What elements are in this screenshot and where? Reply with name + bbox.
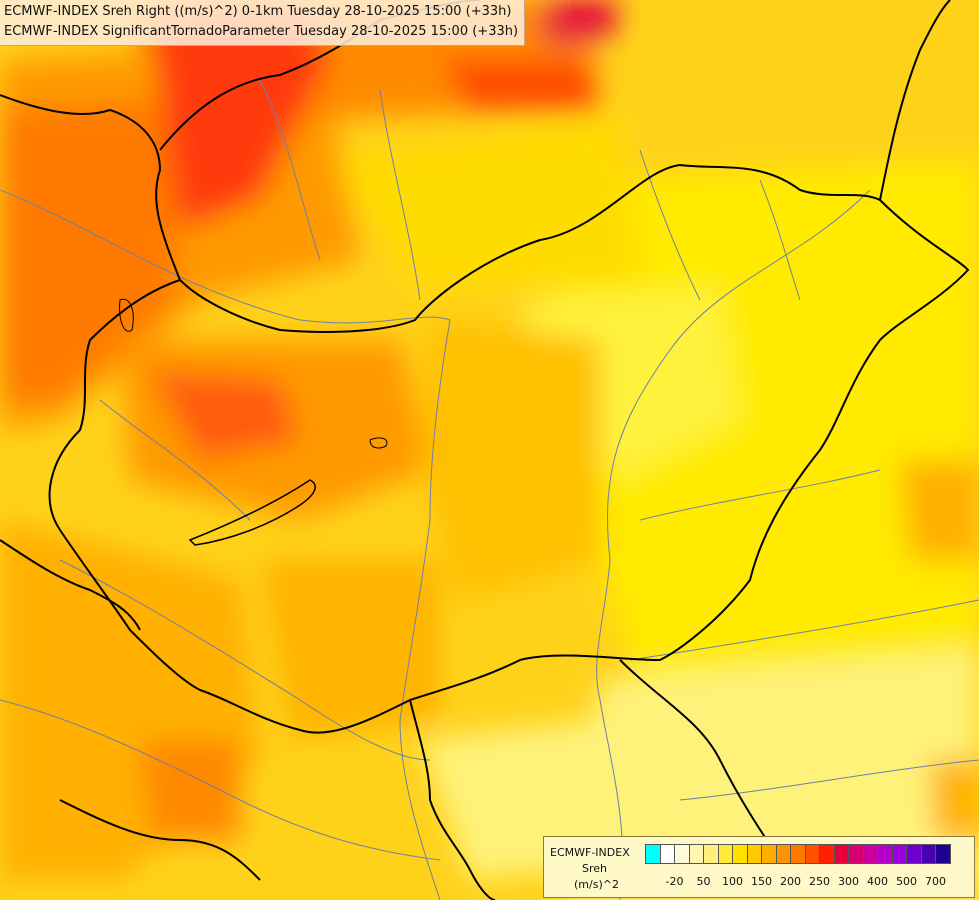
legend-tick-label: -20 — [665, 875, 684, 888]
legend-swatch — [790, 844, 806, 864]
title-sreh: ECMWF-INDEX Sreh Right ((m/s)^2) 0-1km T… — [4, 4, 512, 19]
legend-tick-label: 50 — [696, 875, 711, 888]
legend-swatch — [862, 844, 878, 864]
legend-tick-label: 200 — [780, 875, 801, 888]
legend-swatch — [920, 844, 936, 864]
river-bodrog — [759, 179, 801, 301]
river-danube-north — [0, 189, 451, 324]
river-raba — [99, 399, 251, 521]
border-slovenia-croatia — [0, 539, 141, 631]
legend-tick-label: 150 — [751, 875, 772, 888]
legend-swatch — [804, 844, 820, 864]
river-network — [0, 79, 979, 900]
legend-unit-label: (m/s)^2 — [574, 878, 619, 891]
legend-swatch — [732, 844, 748, 864]
field-slovakia-yellow — [330, 120, 640, 290]
legend-swatch — [717, 844, 733, 864]
river-sava — [0, 699, 441, 861]
legend-swatch — [703, 844, 719, 864]
legend-swatch — [775, 844, 791, 864]
legend-swatch — [877, 844, 893, 864]
river-maros — [629, 599, 979, 661]
legend-tick-label: 300 — [838, 875, 859, 888]
border-croatia-south — [59, 799, 261, 881]
legend-swatch — [746, 844, 762, 864]
legend-tick-label: 250 — [809, 875, 830, 888]
legend-swatch — [848, 844, 864, 864]
field-northwest-red — [150, 0, 330, 230]
river-vah — [259, 79, 321, 261]
border-romania-serbia-east — [619, 659, 781, 861]
lake-velence — [369, 437, 388, 449]
legend-swatch — [891, 844, 907, 864]
river-koros — [639, 469, 881, 521]
lake-balaton — [188, 479, 316, 546]
legend-swatch — [761, 844, 777, 864]
map-title-box: ECMWF-INDEX Sreh Right ((m/s)^2) 0-1km T… — [0, 0, 526, 46]
river-hron — [379, 89, 421, 301]
legend-swatch — [688, 844, 704, 864]
border-ukraine — [879, 0, 951, 201]
legend-swatch — [645, 844, 661, 864]
river-bega — [679, 759, 979, 801]
field-north-red — [440, 60, 600, 110]
legend-product-label: ECMWF-INDEX — [550, 846, 630, 859]
legend-swatch — [674, 844, 690, 864]
field-south-amber — [260, 560, 440, 740]
river-drava — [59, 559, 431, 761]
color-legend: ECMWF-INDEX Sreh (m/s)^2 -20 50 100 150 200 2… — [543, 836, 975, 898]
border-hungary — [48, 163, 970, 734]
legend-swatches — [645, 844, 951, 864]
field-transdanubia-red — [150, 370, 300, 460]
legend-swatch — [659, 844, 675, 864]
border-romania-serbia — [409, 699, 496, 900]
field-austria-darkorange — [0, 100, 180, 400]
legend-tick-label: 500 — [896, 875, 917, 888]
lake-neusiedl — [119, 298, 134, 332]
legend-parameter-label: Sreh — [582, 862, 608, 875]
legend-swatch — [819, 844, 835, 864]
legend-swatch — [833, 844, 849, 864]
title-stp: ECMWF-INDEX SignificantTornadoParameter … — [4, 24, 519, 39]
border-austria-slovakia — [0, 94, 181, 281]
legend-tick-label: 100 — [722, 875, 743, 888]
legend-swatch — [935, 844, 951, 864]
field-central-amber — [420, 320, 600, 600]
legend-swatch — [906, 844, 922, 864]
legend-tick-label: 700 — [925, 875, 946, 888]
field-northeast-crimson — [540, 0, 620, 45]
river-danube-south — [399, 319, 451, 900]
legend-tick-label: 400 — [867, 875, 888, 888]
river-tisza — [596, 189, 871, 900]
field-east-edge-orange — [900, 460, 979, 560]
river-sajo — [639, 149, 701, 301]
field-croatia-orange — [140, 740, 240, 840]
field-southeast-edge-orange — [930, 760, 979, 840]
legend-ticks: -20 50 100 150 200 250 300 400 500 700 — [646, 875, 976, 891]
